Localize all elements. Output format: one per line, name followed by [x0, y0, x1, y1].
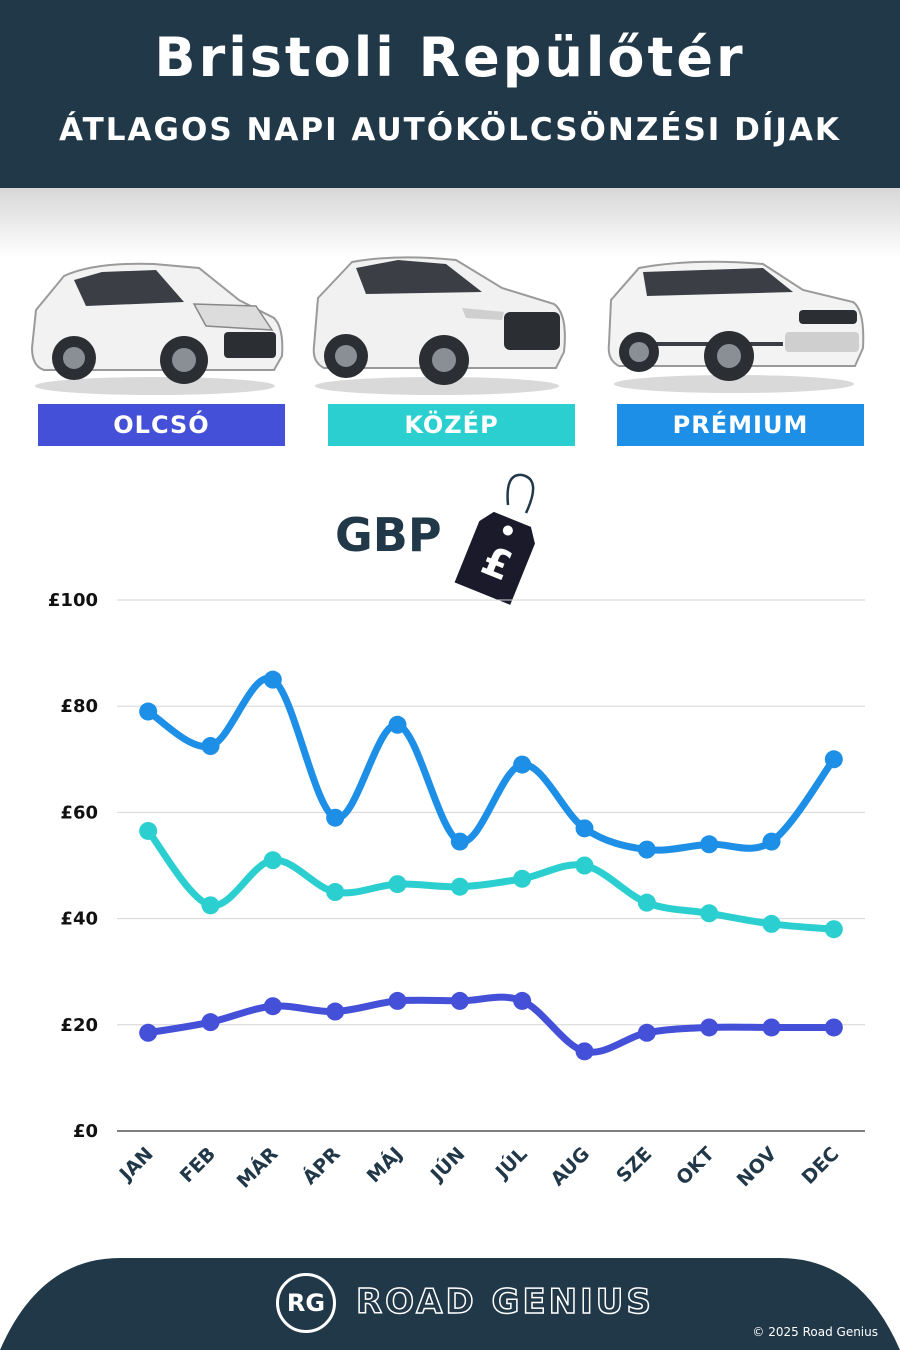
data-point-prmium: [201, 737, 220, 756]
header-fade: [0, 188, 900, 258]
x-tick-label: MÁR: [232, 1142, 283, 1193]
data-point-olcs: [139, 1023, 158, 1042]
x-tick-label: MÁJ: [362, 1142, 407, 1187]
category-badge-premium: PRÉMIUM: [617, 404, 864, 446]
y-tick-label: £60: [60, 802, 98, 823]
x-tick-label: DEC: [798, 1143, 844, 1189]
data-point-olcs: [700, 1018, 719, 1037]
series-line-prmium: [144, 674, 838, 854]
data-point-olcs: [513, 991, 532, 1010]
y-tick-label: £100: [48, 590, 98, 611]
footer-banner: [0, 1258, 900, 1350]
data-point-olcs: [201, 1013, 220, 1032]
brand-name: ROAD GENIUS: [355, 1281, 654, 1323]
data-point-olcs: [824, 1018, 843, 1037]
data-point-kzp: [575, 856, 594, 875]
data-point-kzp: [513, 869, 532, 888]
line-chart: £0 £20 £40 £60 £80 £100 JAN FEB MÁR ÁPR MÁJ JÚN JÚL…: [48, 590, 865, 1193]
premium-suv-car-image: [607, 260, 865, 393]
data-point-olcs: [263, 997, 282, 1016]
x-tick-label: SZE: [612, 1143, 656, 1187]
data-point-olcs: [762, 1018, 781, 1037]
data-point-olcs: [388, 991, 407, 1010]
suv-car-image: [312, 256, 566, 395]
x-tick-label: OKT: [672, 1143, 719, 1190]
data-point-olcs: [326, 1002, 345, 1021]
page-title: Bristoli Repülőtér: [154, 26, 746, 89]
data-point-prmium: [700, 835, 719, 854]
data-point-prmium: [263, 670, 282, 689]
x-tick-label: FEB: [176, 1143, 220, 1187]
data-point-prmium: [326, 808, 345, 827]
data-point-olcs: [637, 1023, 656, 1042]
category-badge-kozep: KÖZÉP: [328, 404, 575, 446]
data-point-kzp: [388, 875, 407, 894]
data-point-kzp: [824, 920, 843, 939]
data-point-kzp: [326, 883, 345, 902]
data-point-kzp: [700, 904, 719, 923]
category-badge-olcso: OLCSÓ: [38, 404, 285, 446]
x-tick-label: JÚN: [424, 1142, 470, 1188]
data-point-prmium: [513, 755, 532, 774]
data-point-kzp: [450, 877, 469, 896]
x-tick-label: NOV: [733, 1143, 781, 1191]
road-genius-logo: RG: [276, 1273, 336, 1333]
x-tick-label: JÚL: [489, 1142, 532, 1185]
data-point-prmium: [637, 840, 656, 859]
data-point-kzp: [762, 914, 781, 933]
data-point-prmium: [388, 715, 407, 734]
y-tick-label: £80: [60, 696, 98, 717]
y-tick-label: £40: [60, 909, 98, 930]
y-tick-label: £0: [73, 1121, 98, 1142]
data-point-prmium: [575, 819, 594, 838]
data-point-prmium: [762, 832, 781, 851]
x-tick-label: JAN: [114, 1143, 158, 1187]
data-point-olcs: [450, 991, 469, 1010]
data-point-kzp: [637, 893, 656, 912]
price-tag-icon: £: [454, 473, 535, 605]
x-tick-label: ÁPR: [298, 1142, 345, 1189]
data-point-kzp: [139, 821, 158, 840]
x-tick-label: AUG: [547, 1143, 594, 1190]
data-point-prmium: [824, 750, 843, 769]
data-point-olcs: [575, 1042, 594, 1061]
currency-label: GBP: [335, 508, 442, 562]
page-subtitle: ÁTLAGOS NAPI AUTÓKÖLCSÖNZÉSI DÍJAK: [59, 112, 841, 148]
copyright-text: © 2025 Road Genius: [752, 1325, 878, 1339]
hatchback-car-image: [30, 262, 284, 395]
data-point-kzp: [201, 896, 220, 915]
data-point-kzp: [263, 851, 282, 870]
data-point-prmium: [139, 702, 158, 721]
y-tick-label: £20: [60, 1015, 98, 1036]
header-banner: Bristoli Repülőtér ÁTLAGOS NAPI AUTÓKÖLC…: [0, 0, 900, 188]
data-point-prmium: [450, 832, 469, 851]
